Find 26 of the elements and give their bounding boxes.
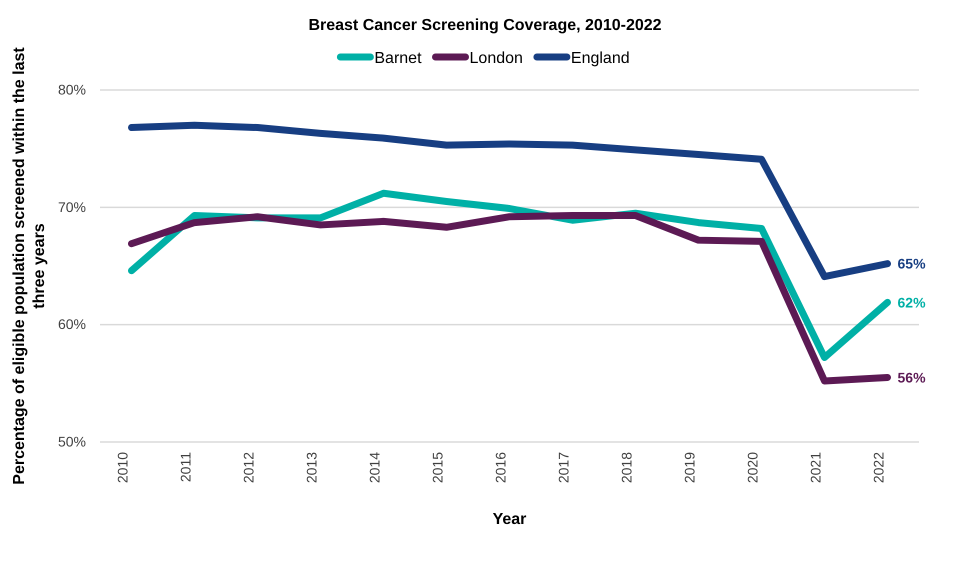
x-tick-label: 2021 xyxy=(807,452,824,484)
y-tick-label: 80% xyxy=(58,81,86,98)
x-tick-label: 2017 xyxy=(555,452,572,484)
data-label: 56% xyxy=(898,369,926,386)
x-tick-label: 2011 xyxy=(177,452,194,482)
chart-title: Breast Cancer Screening Coverage, 2010-2022 xyxy=(308,17,662,34)
x-tick-label: 2022 xyxy=(870,452,886,484)
x-tick-label: 2010 xyxy=(114,452,130,484)
legend-label: London xyxy=(470,50,523,67)
y-axis-title: Percentage of eligible population screened within the last three years xyxy=(11,46,48,485)
x-tick-label: 2013 xyxy=(303,452,320,484)
x-tick-label: 2020 xyxy=(744,452,760,484)
x-axis-title: Year xyxy=(492,511,526,528)
x-tick-label: 2018 xyxy=(618,452,634,484)
x-tick-label: 2012 xyxy=(240,452,256,484)
y-tick-label: 60% xyxy=(58,316,86,332)
y-tick-label: 70% xyxy=(58,198,86,215)
x-tick-label: 2014 xyxy=(366,452,382,484)
legend-label: Barnet xyxy=(374,50,422,67)
data-label: 62% xyxy=(898,294,926,310)
x-tick-label: 2016 xyxy=(492,452,508,484)
x-tick-label: 2015 xyxy=(429,452,446,484)
legend-label: England xyxy=(570,50,630,67)
x-tick-label: 2019 xyxy=(681,452,698,484)
y-tick-label: 50% xyxy=(58,433,86,450)
data-label: 65% xyxy=(898,256,926,272)
